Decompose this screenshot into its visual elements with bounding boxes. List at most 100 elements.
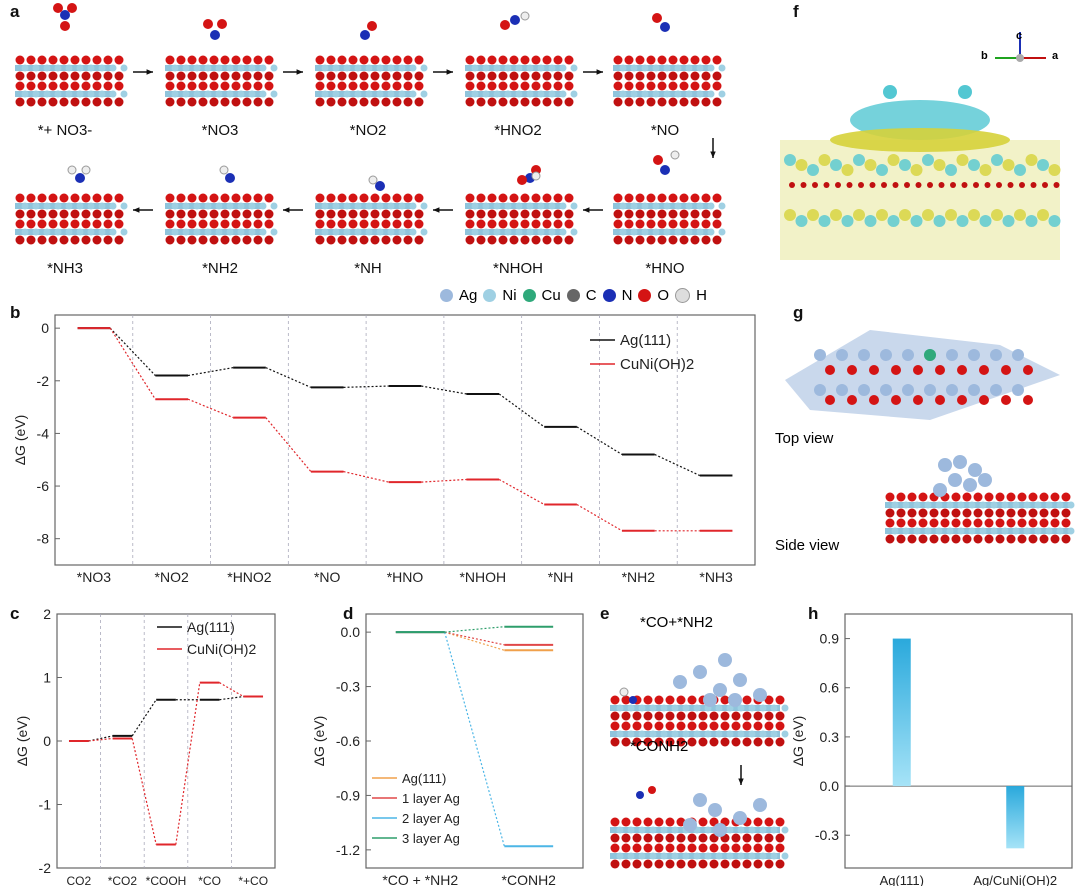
y-tick-label: -0.3: [815, 827, 839, 843]
oxygen-atom: [37, 97, 47, 107]
oxygen-atom: [654, 833, 664, 843]
nickel-atom: [387, 228, 395, 236]
oxygen-atom: [500, 20, 510, 30]
oxygen-atom: [81, 219, 91, 229]
oxygen-atom: [498, 55, 508, 65]
nickel-atom: [387, 202, 395, 210]
legend-label: Ag(111): [620, 332, 671, 349]
oxygen-atom: [253, 219, 263, 229]
nickel-atom: [493, 64, 501, 72]
oxygen-atom: [498, 219, 508, 229]
oxygen-atom: [487, 219, 497, 229]
oxygen-atom: [26, 209, 36, 219]
oxygen-atom: [253, 97, 263, 107]
connector-line: [219, 682, 244, 698]
nitrogen-atom: [75, 173, 85, 183]
oxygen-atom: [176, 97, 186, 107]
oxygen-atom: [103, 55, 113, 65]
connector-line: [654, 453, 701, 477]
oxygen-atom: [403, 209, 413, 219]
nickel-atom: [504, 90, 512, 98]
oxygen-atom: [1017, 492, 1027, 502]
oxygen-atom: [775, 843, 785, 853]
nitrogen-atom: [210, 30, 220, 40]
silver-atom: [733, 673, 747, 687]
nickel-atom: [109, 228, 117, 236]
nickel-atom: [663, 228, 671, 236]
oxygen-atom: [613, 235, 623, 245]
oxygen-atom: [553, 219, 563, 229]
oxygen-atom: [176, 71, 186, 81]
oxygen-atom: [26, 81, 36, 91]
nickel-atom: [32, 90, 40, 98]
step-label: *NO: [650, 122, 680, 139]
silver-atom: [924, 384, 936, 396]
oxygen-atom: [613, 55, 623, 65]
oxygen-atom: [242, 193, 252, 203]
nickel-atom: [226, 90, 234, 98]
oxygen-atom: [712, 97, 722, 107]
nickel-atom: [718, 64, 726, 72]
oxygen-atom: [103, 219, 113, 229]
nickel-atom: [641, 64, 649, 72]
oxygen-atom: [632, 737, 642, 747]
hydrogen-atom: [520, 11, 530, 21]
oxygen-atom: [687, 711, 697, 721]
x-tick-label: *CO2: [108, 874, 138, 886]
nickel-atom: [43, 90, 51, 98]
oxygen-atom: [668, 97, 678, 107]
oxygen-atom: [476, 209, 486, 219]
isosurface: [945, 164, 957, 176]
oxygen-atom: [709, 711, 719, 721]
oxygen-atom: [92, 235, 102, 245]
nickel-atom: [237, 202, 245, 210]
oxygen-atom: [176, 55, 186, 65]
oxygen-atom: [698, 721, 708, 731]
arrow-head-icon: [710, 151, 716, 158]
nickel-atom: [649, 826, 657, 834]
nickel-atom: [630, 228, 638, 236]
oxygen-atom: [553, 235, 563, 245]
y-tick-label: -1.2: [336, 842, 360, 858]
nickel-atom: [171, 64, 179, 72]
silver-atom: [683, 818, 697, 832]
nickel-atom: [638, 730, 646, 738]
x-tick-label: *HNO: [387, 569, 424, 585]
oxygen-atom: [337, 193, 347, 203]
oxygen-atom: [885, 518, 895, 528]
nickel-atom: [693, 730, 701, 738]
nickel-atom: [193, 228, 201, 236]
nickel-atom: [1056, 501, 1064, 509]
nickel-atom: [409, 202, 417, 210]
oxygen-atom: [1061, 518, 1071, 528]
nickel-atom: [696, 202, 704, 210]
oxygen-atom: [337, 209, 347, 219]
isosurface: [1014, 209, 1026, 221]
oxygen-atom: [687, 833, 697, 843]
nickel-atom: [193, 90, 201, 98]
oxygen-atom: [731, 833, 741, 843]
nickel-atom: [537, 228, 545, 236]
nickel-atom: [548, 202, 556, 210]
nickel-atom: [979, 527, 987, 535]
x-tick-label: *NHOH: [459, 569, 506, 585]
oxygen-atom: [520, 193, 530, 203]
oxygen-atom: [381, 71, 391, 81]
nickel-atom: [616, 852, 624, 860]
nickel-atom: [332, 64, 340, 72]
oxygen-atom: [624, 97, 634, 107]
oxygen-atom: [1017, 534, 1027, 544]
oxygen-atom: [957, 365, 967, 375]
oxygen-atom: [498, 193, 508, 203]
isosurface: [864, 215, 877, 227]
oxygen-atom: [632, 721, 642, 731]
x-tick-label: CO2: [66, 874, 91, 886]
oxygen-atom: [414, 219, 424, 229]
oxygen-atom: [885, 534, 895, 544]
oxygen-atom: [26, 71, 36, 81]
x-tick-label: *NH3: [699, 569, 733, 585]
oxygen-atom: [687, 737, 697, 747]
oxygen-atom: [315, 97, 325, 107]
oxygen-atom: [92, 81, 102, 91]
oxygen-atom: [789, 182, 795, 188]
